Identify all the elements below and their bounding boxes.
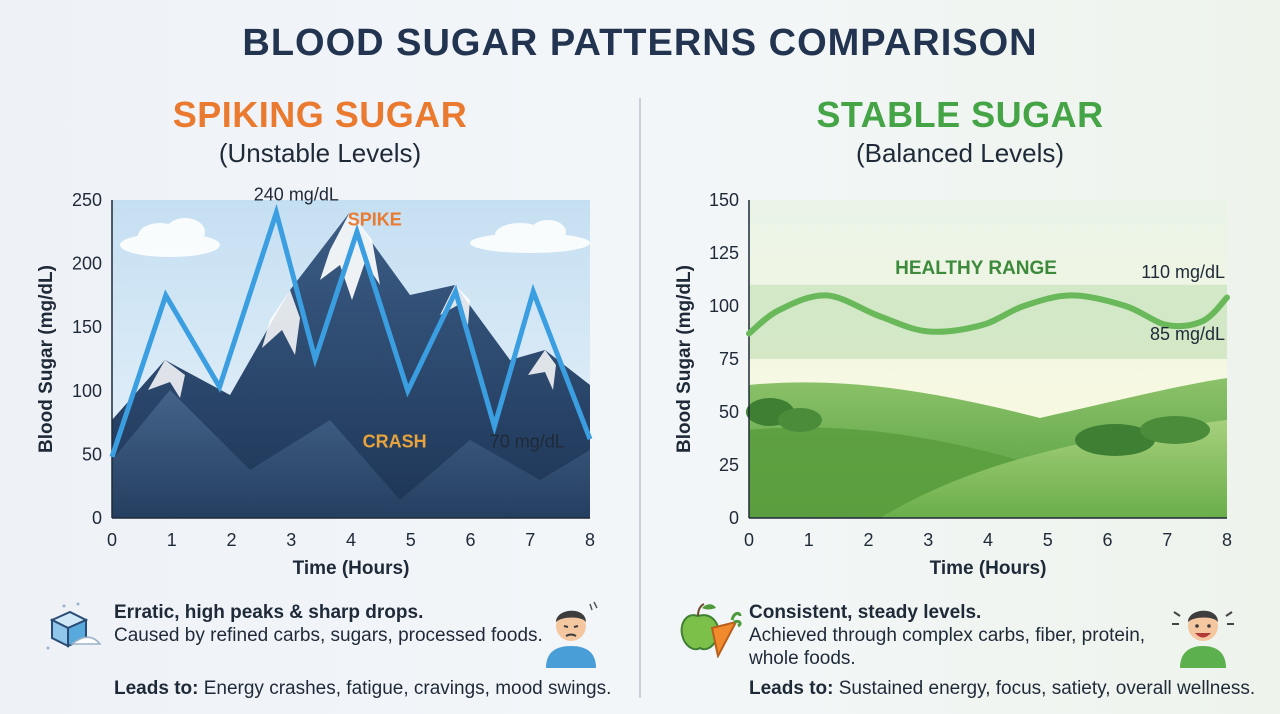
- spiking-x-tick-label: 1: [167, 530, 177, 550]
- spiking-title: SPIKING SUGAR: [172, 94, 468, 135]
- spiking-description-bold: Erratic, high peaks & sharp drops.: [114, 602, 424, 623]
- spike-label: SPIKE: [348, 209, 402, 229]
- apple-carrot-icon: [680, 603, 742, 658]
- stable-annotation: 85 mg/dL: [1150, 324, 1225, 344]
- stable-leads-to-label: Leads to:: [749, 678, 834, 699]
- spiking-leads-to-text: Energy crashes, fatigue, cravings, mood …: [203, 678, 612, 699]
- crash-label: CRASH: [363, 432, 427, 452]
- stable-series-line: [746, 292, 1230, 337]
- stable-x-tick-label: 0: [744, 530, 754, 550]
- stable-y-tick-label: 75: [719, 349, 739, 369]
- stable-x-tick-label: 4: [983, 530, 993, 550]
- stable-title: STABLE SUGAR: [816, 94, 1104, 135]
- stable-description-bold: Consistent, steady levels.: [749, 602, 982, 623]
- stable-description-text: Achieved through complex carbs, fiber, p…: [749, 625, 1146, 669]
- hills-background: [746, 378, 1227, 518]
- spiking-y-tick-label: 200: [72, 254, 102, 274]
- tired-person-icon: [546, 601, 598, 668]
- spiking-description-text: Caused by refined carbs, sugars, process…: [114, 625, 543, 646]
- stable-x-tick-label: 5: [1043, 530, 1053, 550]
- spiking-annotation: 70 mg/dL: [490, 432, 565, 452]
- spiking-x-tick-label: 6: [465, 530, 475, 550]
- stable-y-tick-label: 100: [709, 296, 739, 316]
- spiking-description: Erratic, high peaks & sharp drops. Cause…: [114, 601, 544, 647]
- spiking-annotation: 240 mg/dL: [254, 185, 339, 205]
- spiking-y-tick-label: 250: [72, 190, 102, 210]
- healthy-range-label: HEALTHY RANGE: [895, 258, 1057, 279]
- spiking-x-tick-label: 3: [286, 530, 296, 550]
- stable-y-tick-label: 0: [729, 508, 739, 528]
- stable-x-tick-label: 1: [804, 530, 814, 550]
- spiking-x-tick-label: 5: [406, 530, 416, 550]
- stable-x-tick-label: 7: [1162, 530, 1172, 550]
- spiking-y-label: Blood Sugar (mg/dL): [36, 265, 57, 453]
- spiking-x-tick-label: 8: [585, 530, 595, 550]
- stable-x-tick-label: 8: [1222, 530, 1232, 550]
- stable-y-tick-label: 25: [719, 455, 739, 475]
- stable-subtitle: (Balanced Levels): [855, 138, 1065, 168]
- stable-leads-to-text: Sustained energy, focus, satiety, overal…: [838, 678, 1256, 699]
- stable-x-tick-label: 3: [923, 530, 933, 550]
- spiking-leads-to: Leads to: Energy crashes, fatigue, cravi…: [114, 677, 624, 700]
- stable-y-tick-label: 125: [709, 243, 739, 263]
- spiking-y-tick-label: 0: [92, 508, 102, 528]
- stable-leads-to: Leads to: Sustained energy, focus, satie…: [749, 677, 1269, 700]
- clouds: [120, 218, 590, 257]
- spiking-subtitle: (Unstable Levels): [218, 138, 422, 168]
- spiking-x-tick-label: 7: [525, 530, 535, 550]
- stable-y-tick-label: 150: [709, 190, 739, 210]
- happy-person-icon: [1172, 610, 1234, 668]
- sugar-cube-icon: [46, 602, 102, 650]
- spiking-y-tick-label: 150: [72, 317, 102, 337]
- stable-x-tick-label: 6: [1102, 530, 1112, 550]
- spiking-x-tick-label: 0: [107, 530, 117, 550]
- spiking-leads-to-label: Leads to:: [114, 678, 199, 699]
- stable-y-tick-label: 50: [719, 402, 739, 422]
- spiking-y-tick-label: 50: [82, 444, 102, 464]
- stable-x-label: Time (Hours): [930, 558, 1047, 579]
- spiking-x-tick-label: 4: [346, 530, 356, 550]
- stable-x-tick-label: 2: [863, 530, 873, 550]
- spiking-y-tick-label: 100: [72, 381, 102, 401]
- spiking-x-label: Time (Hours): [293, 558, 410, 579]
- stable-description: Consistent, steady levels. Achieved thro…: [749, 601, 1169, 670]
- spiking-x-tick-label: 2: [226, 530, 236, 550]
- panel-divider: [639, 98, 641, 698]
- main-title: BLOOD SUGAR PATTERNS COMPARISON: [242, 22, 1038, 64]
- stable-y-label: Blood Sugar (mg/dL): [674, 265, 695, 453]
- stable-annotation: 110 mg/dL: [1141, 262, 1225, 282]
